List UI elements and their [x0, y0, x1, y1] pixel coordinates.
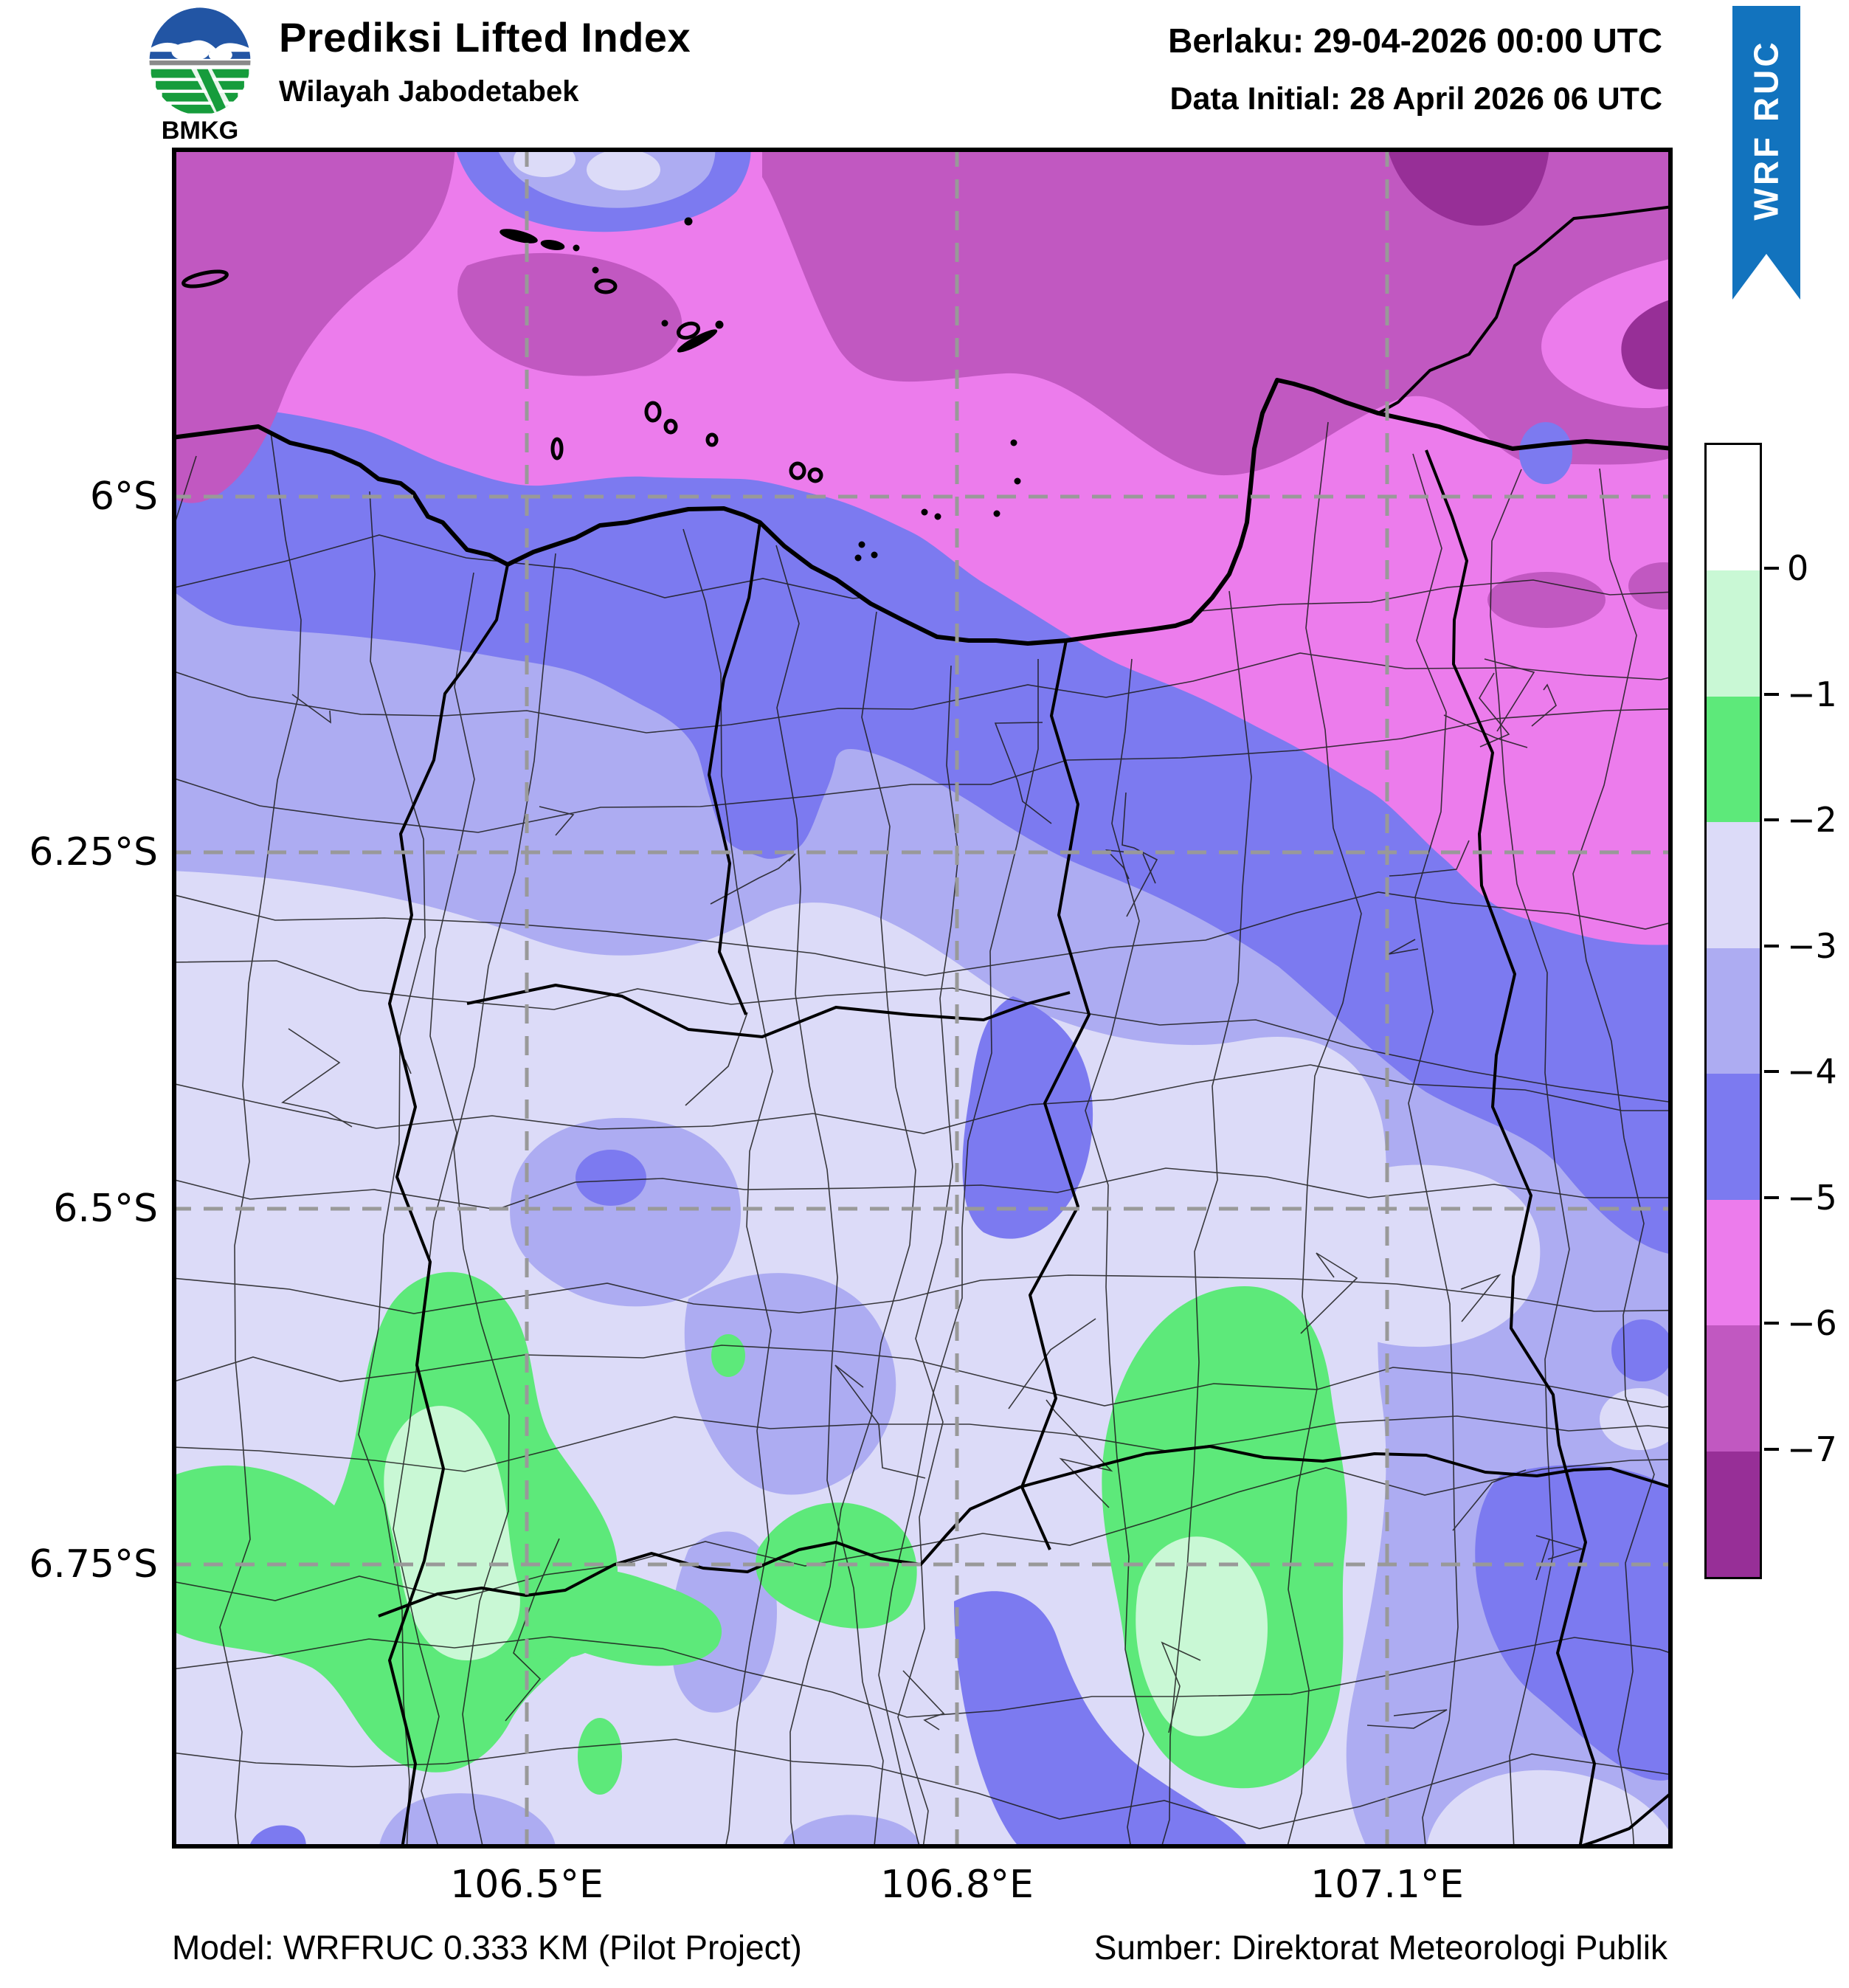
colorbar-tick-mark	[1764, 945, 1779, 948]
colorbar-tick-mark	[1764, 1196, 1779, 1199]
lat-tick-label: 6.75°S	[29, 1542, 158, 1587]
colorbar-segment	[1707, 696, 1760, 823]
coastline	[172, 378, 1673, 646]
colorbar-ticks: 0 −1 −2 −3 −4 −5 −6 −7	[1762, 443, 1849, 1579]
lon-tick-label: 107.1°E	[1310, 1863, 1464, 1907]
ribbon-banner-icon	[1732, 6, 1800, 300]
bmkg-logo-text: BMKG	[162, 117, 239, 140]
bmkg-logo-icon: BMKG	[149, 7, 251, 145]
map-border	[172, 148, 1673, 1849]
colorbar-segment	[1707, 948, 1760, 1074]
lat-tick-label: 6.5°S	[53, 1187, 158, 1231]
colorbar-segment	[1707, 570, 1760, 697]
model-footnote: Model: WRFRUC 0.333 KM (Pilot Project)	[172, 1928, 802, 1967]
gridlines	[172, 148, 1673, 1849]
colorbar	[1704, 443, 1762, 1579]
page-title: Prediksi Lifted Index	[279, 14, 691, 61]
source-footnote: Sumber: Direktorat Meteorologi Publik	[1093, 1928, 1667, 1967]
page-subtitle: Wilayah Jabodetabek	[279, 75, 579, 108]
district-boundaries	[172, 421, 1673, 1849]
colorbar-segment	[1707, 1199, 1760, 1326]
colorbar-tick-label: 0	[1787, 548, 1809, 588]
lat-tick-label: 6.25°S	[29, 830, 158, 874]
colorbar-tick-mark	[1764, 693, 1779, 696]
model-ribbon: WRF RUC	[1732, 6, 1800, 301]
colorbar-segment	[1707, 1074, 1760, 1200]
lifted-index-map	[172, 148, 1673, 1849]
colorbar-tick-mark	[1764, 567, 1779, 570]
colorbar-tick-label: −6	[1787, 1303, 1837, 1343]
colorbar-tick-mark	[1764, 818, 1779, 821]
bmkg-logo: BMKG	[145, 4, 255, 145]
colorbar-segment	[1707, 445, 1760, 571]
lon-tick-label: 106.8°E	[880, 1863, 1034, 1907]
colorbar-tick-label: −7	[1787, 1429, 1837, 1469]
colorbar-tick-label: −2	[1787, 800, 1837, 840]
ribbon-text: WRF RUC	[1747, 39, 1786, 221]
colorbar-segment	[1707, 822, 1760, 948]
valid-time-label: Berlaku: 29-04-2026 00:00 UTC	[1168, 21, 1662, 60]
colorbar-tick-label: −5	[1787, 1178, 1837, 1218]
lat-tick-label: 6°S	[89, 474, 158, 519]
colorbar-segment	[1707, 1325, 1760, 1452]
map-panel	[172, 148, 1673, 1849]
colorbar-tick-label: −4	[1787, 1052, 1837, 1091]
colorbar-tick-mark	[1764, 1070, 1779, 1073]
colorbar-tick-mark	[1764, 1448, 1779, 1451]
colorbar-tick-mark	[1764, 1322, 1779, 1325]
colorbar-segment	[1707, 1451, 1760, 1577]
lon-tick-label: 106.5°E	[450, 1863, 604, 1907]
colorbar-tick-label: −3	[1787, 926, 1837, 966]
initial-time-label: Data Initial: 28 April 2026 06 UTC	[1169, 81, 1662, 117]
islands	[182, 217, 1021, 562]
colorbar-tick-label: −1	[1787, 674, 1837, 714]
